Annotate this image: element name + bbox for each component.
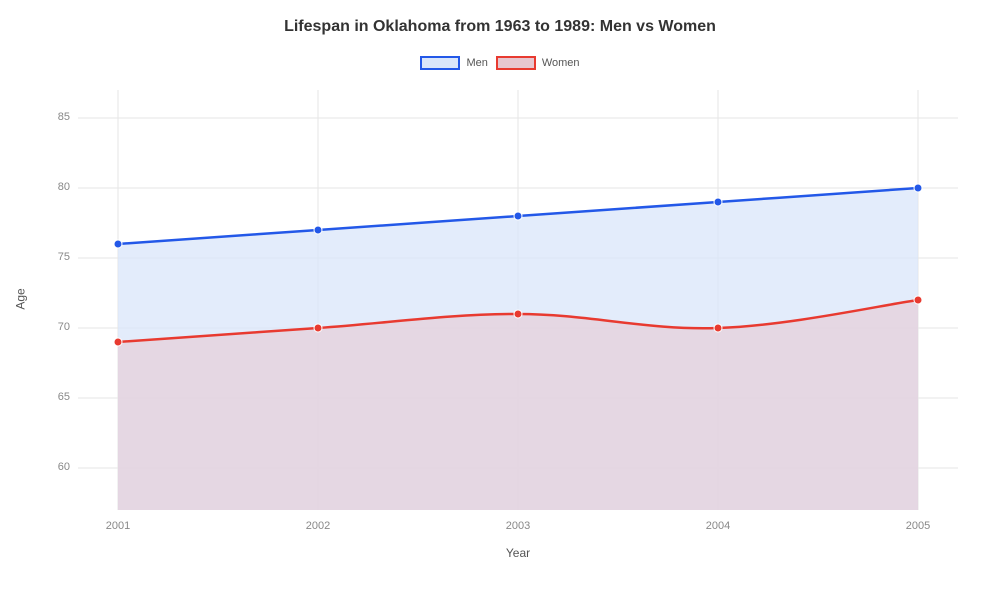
marker-men[interactable] bbox=[314, 226, 322, 234]
marker-women[interactable] bbox=[514, 310, 522, 318]
marker-men[interactable] bbox=[914, 184, 922, 192]
x-axis-label: Year bbox=[488, 546, 548, 560]
marker-women[interactable] bbox=[714, 324, 722, 332]
x-tick-label: 2002 bbox=[288, 520, 348, 532]
chart-title: Lifespan in Oklahoma from 1963 to 1989: … bbox=[0, 18, 1000, 36]
plot-area bbox=[78, 90, 958, 510]
y-tick-label: 70 bbox=[30, 321, 70, 333]
legend-label-women: Women bbox=[542, 57, 580, 69]
legend-label-men: Men bbox=[466, 57, 487, 69]
x-tick-label: 2004 bbox=[688, 520, 748, 532]
legend-swatch-women bbox=[496, 56, 536, 70]
marker-women[interactable] bbox=[914, 296, 922, 304]
y-tick-label: 80 bbox=[30, 181, 70, 193]
plot-svg bbox=[78, 90, 958, 510]
legend-swatch-men bbox=[420, 56, 460, 70]
chart-container: Lifespan in Oklahoma from 1963 to 1989: … bbox=[0, 0, 1000, 600]
y-tick-label: 60 bbox=[30, 461, 70, 473]
y-axis-label: Age bbox=[14, 288, 28, 309]
y-tick-label: 85 bbox=[30, 111, 70, 123]
legend-item-men[interactable]: Men bbox=[420, 56, 487, 70]
y-tick-label: 75 bbox=[30, 251, 70, 263]
marker-women[interactable] bbox=[114, 338, 122, 346]
y-tick-label: 65 bbox=[30, 391, 70, 403]
x-tick-label: 2005 bbox=[888, 520, 948, 532]
x-tick-label: 2001 bbox=[88, 520, 148, 532]
legend-item-women[interactable]: Women bbox=[496, 56, 580, 70]
marker-men[interactable] bbox=[114, 240, 122, 248]
marker-men[interactable] bbox=[514, 212, 522, 220]
x-tick-label: 2003 bbox=[488, 520, 548, 532]
marker-men[interactable] bbox=[714, 198, 722, 206]
marker-women[interactable] bbox=[314, 324, 322, 332]
legend: Men Women bbox=[0, 56, 1000, 70]
